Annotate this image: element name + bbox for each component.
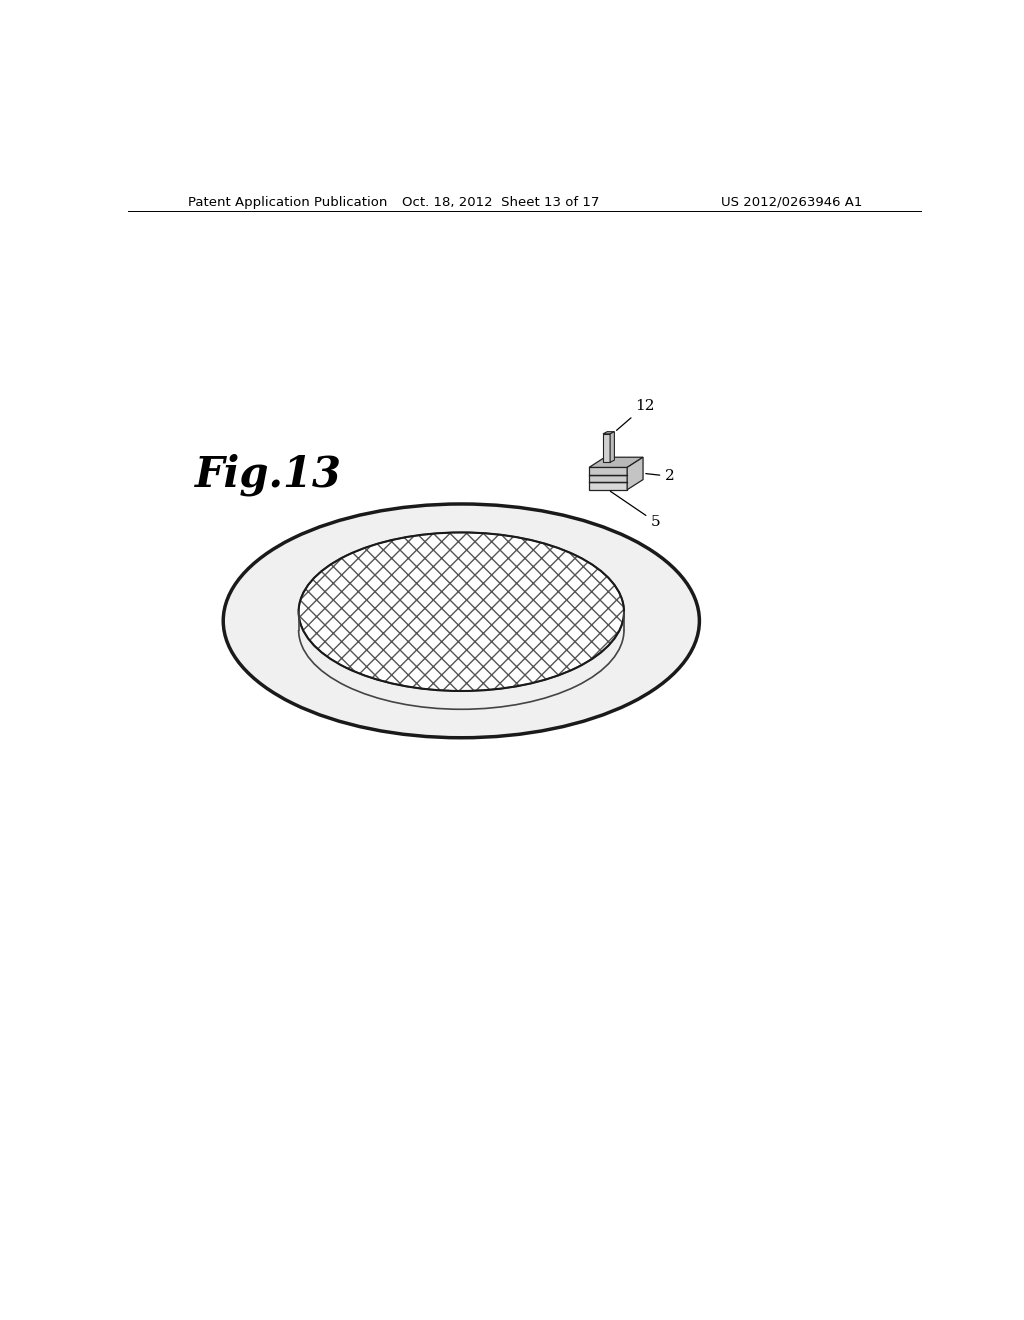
Text: US 2012/0263946 A1: US 2012/0263946 A1 bbox=[721, 195, 862, 209]
Text: Patent Application Publication: Patent Application Publication bbox=[187, 195, 387, 209]
Ellipse shape bbox=[299, 532, 624, 690]
Text: 12: 12 bbox=[616, 399, 654, 430]
Polygon shape bbox=[589, 467, 627, 475]
Ellipse shape bbox=[299, 532, 624, 690]
Polygon shape bbox=[603, 432, 614, 434]
Ellipse shape bbox=[223, 504, 699, 738]
Text: Oct. 18, 2012  Sheet 13 of 17: Oct. 18, 2012 Sheet 13 of 17 bbox=[402, 195, 600, 209]
Polygon shape bbox=[589, 482, 627, 490]
Polygon shape bbox=[627, 457, 643, 490]
Polygon shape bbox=[589, 475, 627, 482]
Polygon shape bbox=[603, 434, 610, 462]
Text: 5: 5 bbox=[610, 491, 660, 529]
Polygon shape bbox=[589, 457, 643, 467]
Polygon shape bbox=[610, 432, 614, 462]
Text: Fig.13: Fig.13 bbox=[196, 453, 342, 495]
Text: 2: 2 bbox=[646, 470, 675, 483]
